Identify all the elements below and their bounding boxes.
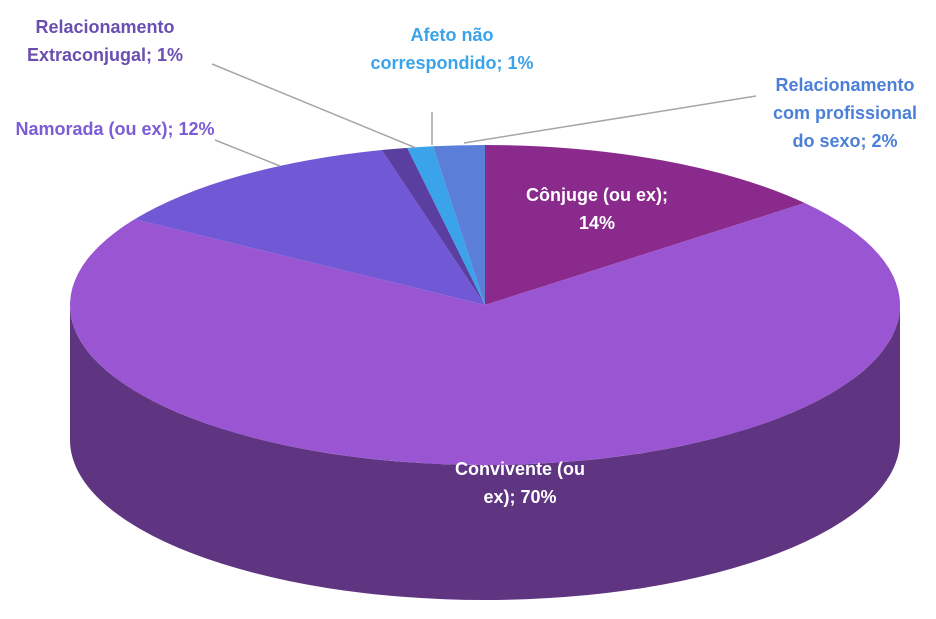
label-line: Extraconjugal; 1% xyxy=(27,45,183,65)
label-line: com profissional xyxy=(773,103,917,123)
label-line: Relacionamento xyxy=(775,75,914,95)
slice xyxy=(432,145,485,305)
label-line: Convivente (ou xyxy=(455,459,585,479)
data-label: Namorada (ou ex); 12% xyxy=(15,119,214,139)
label-line: do sexo; 2% xyxy=(792,131,897,151)
leader-line xyxy=(214,139,281,167)
slice xyxy=(134,150,485,305)
slice xyxy=(407,146,485,305)
slice xyxy=(485,145,805,305)
label-line: ex); 70% xyxy=(483,487,556,507)
leader-line xyxy=(211,63,417,149)
label-line: Relacionamento xyxy=(35,17,174,37)
label-line: Cônjuge (ou ex); xyxy=(526,185,668,205)
slice-side xyxy=(70,305,900,600)
data-label: Cônjuge (ou ex); 14% xyxy=(526,185,668,233)
label-line: Afeto não xyxy=(411,25,494,45)
data-label: Afeto não correspondido; 1% xyxy=(370,25,533,73)
data-label: Convivente (ou ex); 70% xyxy=(455,459,585,507)
leader-line xyxy=(463,95,757,144)
label-line: 14% xyxy=(579,213,615,233)
label-line: correspondido; 1% xyxy=(370,53,533,73)
slice xyxy=(381,147,485,305)
slice xyxy=(70,203,901,466)
data-label: Relacionamento Extraconjugal; 1% xyxy=(27,17,183,65)
label-line: Namorada (ou ex); 12% xyxy=(15,119,214,139)
data-label: Relacionamento com profissional do sexo; 2… xyxy=(773,75,917,151)
